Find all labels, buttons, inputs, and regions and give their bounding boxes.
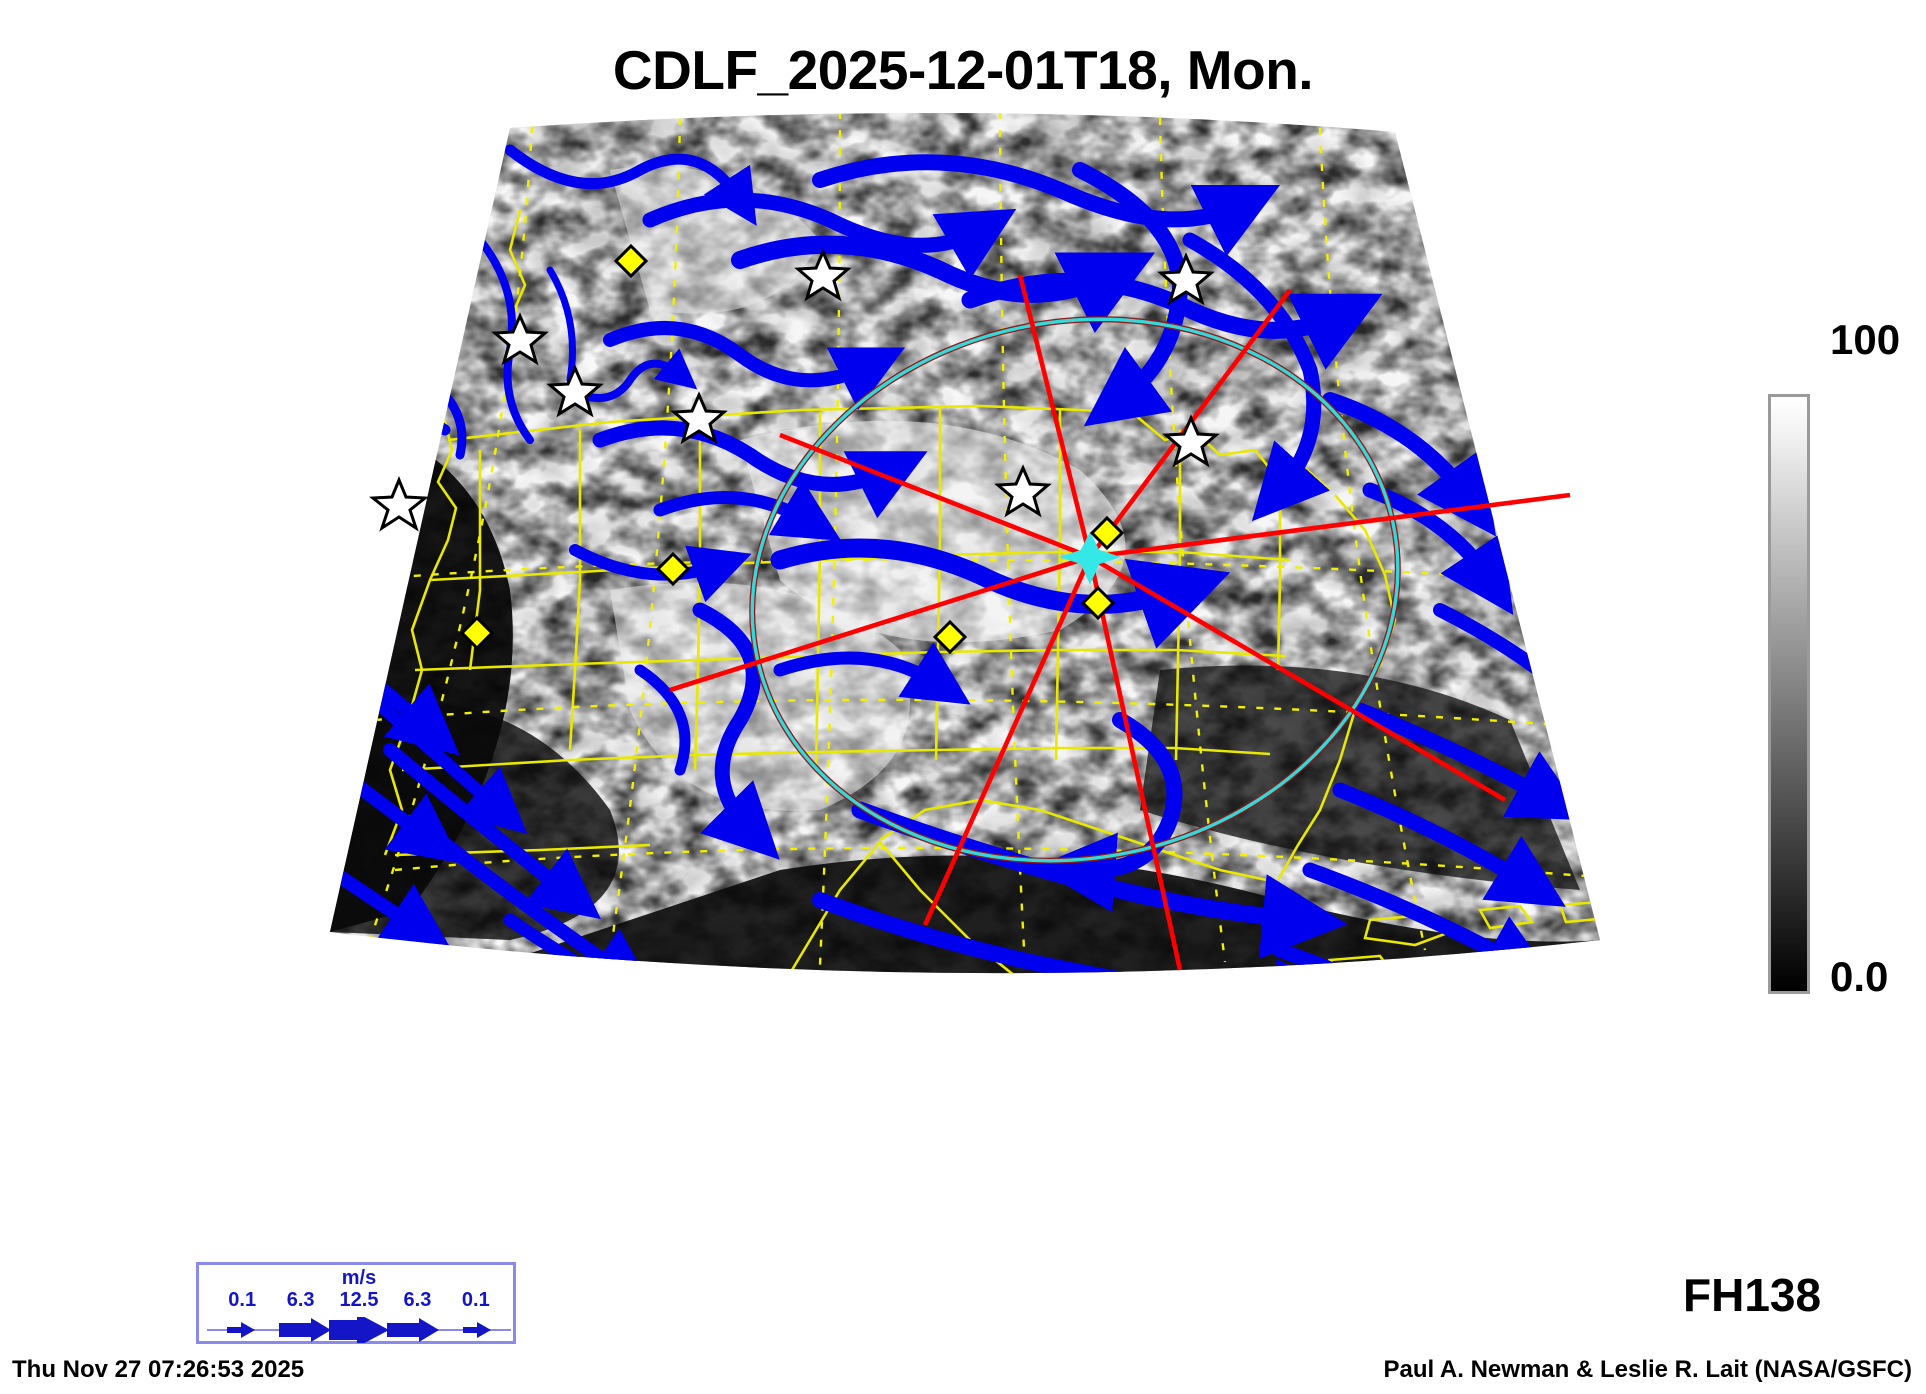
colorbar-panel: 100 0.0: [1768, 316, 1918, 1008]
colorbar-min-label: 0.0: [1830, 953, 1889, 1000]
star-marker[interactable]: [368, 476, 430, 532]
wind-streamlines-layer: [330, 144, 1600, 974]
wind-legend-tick-row: 0.1 6.3 12.5 6.3 0.1: [199, 1289, 519, 1312]
wind-legend-arrow-scale: [207, 1317, 511, 1343]
star-marker[interactable]: [546, 364, 604, 418]
attribution-credit: Paul A. Newman & Leslie R. Lait (NASA/GS…: [1383, 1356, 1912, 1383]
wind-speed-legend: m/s 0.1 6.3 12.5 6.3 0.1: [196, 1262, 516, 1344]
star-marker[interactable]: [994, 464, 1052, 518]
star-markers-layer[interactable]: [368, 248, 1220, 532]
star-marker[interactable]: [794, 248, 852, 302]
diamond-marker[interactable]: [655, 551, 691, 587]
wind-arrow-glyph-medium-left: [279, 1318, 331, 1342]
diamond-markers-layer[interactable]: [459, 243, 1125, 655]
star-marker[interactable]: [1162, 414, 1220, 468]
wind-legend-tick: 0.1: [461, 1289, 490, 1311]
colorbar-max-label: 100: [1830, 316, 1901, 363]
wind-arrow-glyph-small-right: [463, 1322, 491, 1338]
center-star-marker[interactable]: [1059, 531, 1121, 585]
star-marker[interactable]: [1157, 252, 1215, 306]
star-marker[interactable]: [670, 391, 728, 445]
wind-legend-tick: 6.3: [286, 1289, 315, 1311]
colorbar-gradient: [1768, 394, 1810, 994]
diamond-marker[interactable]: [613, 243, 649, 279]
generation-timestamp: Thu Nov 27 07:26:53 2025: [12, 1356, 305, 1383]
diamond-marker[interactable]: [932, 619, 968, 655]
diamond-marker[interactable]: [1089, 515, 1125, 551]
wind-legend-tick: 0.1: [228, 1289, 257, 1311]
forecast-hour-label: FH138: [1683, 1269, 1822, 1321]
diamond-marker[interactable]: [459, 615, 495, 651]
map-plot-area[interactable]: [180, 110, 1740, 1250]
wind-arrow-glyph-small-left: [227, 1322, 255, 1338]
map-canvas[interactable]: [180, 110, 1740, 1250]
wind-arrow-glyph-medium-right: [387, 1318, 439, 1342]
wind-legend-tick: 6.3: [403, 1289, 432, 1311]
star-marker[interactable]: [491, 312, 549, 366]
viewing-ellipse-group: [749, 316, 1401, 864]
wind-legend-unit-label: m/s: [341, 1267, 377, 1289]
page-title: CDLF_2025-12-01T18, Mon.: [612, 39, 1314, 101]
diamond-marker[interactable]: [1080, 585, 1116, 621]
wind-arrow-glyph-large: [329, 1317, 389, 1343]
wind-legend-tick: 12.5: [339, 1289, 379, 1311]
viewing-ellipse: [750, 317, 1400, 863]
